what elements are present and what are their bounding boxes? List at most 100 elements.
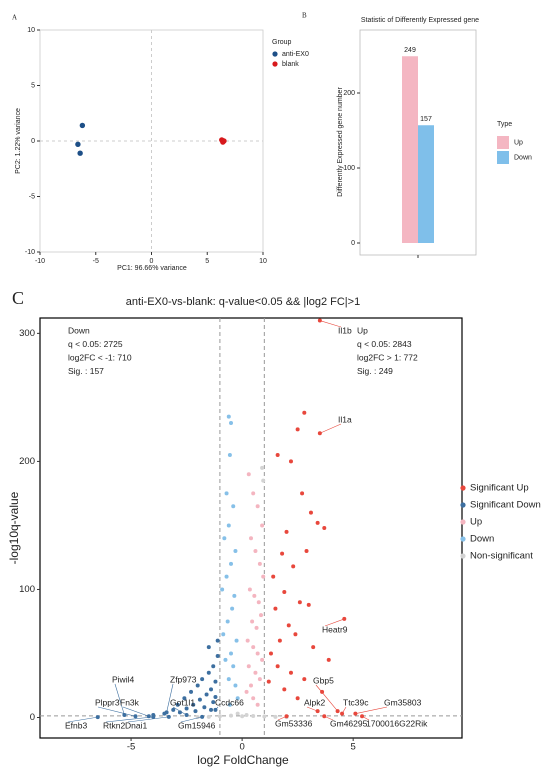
point (227, 702, 232, 707)
point (282, 687, 287, 692)
point (221, 138, 227, 144)
point (184, 706, 189, 711)
legend-label: anti-EX0 (282, 51, 309, 58)
point (261, 478, 266, 483)
legend-swatch (497, 151, 509, 164)
gene-label: Heatr9 (322, 624, 348, 634)
panel-label: C (12, 288, 24, 308)
point (235, 696, 240, 701)
point (189, 689, 194, 694)
point (284, 714, 289, 719)
point (251, 491, 256, 496)
x-tick-label: 0 (150, 258, 154, 265)
legend-swatch (497, 136, 509, 149)
legend-swatch (460, 485, 466, 491)
point (213, 707, 218, 712)
gene-label: Gm53336 (275, 718, 313, 728)
point (302, 677, 307, 682)
value-label: 249 (404, 47, 416, 54)
legend-title: Group (272, 39, 292, 46)
panel: A -10 -5 0 5 10 -10 -5 0 5 10 PC1: 96.66% variance P… (12, 14, 309, 272)
x-tick-label: -5 (127, 742, 135, 753)
y-tick-label: 200 (19, 456, 35, 467)
point (166, 714, 171, 719)
point (260, 523, 265, 528)
y-axis-label: PC2: 1.22% variance (15, 108, 22, 174)
annotation: q < 0.05: 2725 (68, 339, 123, 349)
point (233, 683, 238, 688)
gene-label: Il1b (338, 325, 352, 335)
legend-label: Significant Up (470, 483, 529, 494)
point (79, 122, 86, 129)
y-tick-label: 10 (27, 27, 35, 34)
gene-label: Plppr3 (95, 697, 120, 707)
gene-label: Piwil4 (112, 674, 134, 684)
point (258, 613, 263, 618)
y-axis-label: -log10q-value (7, 491, 21, 564)
point (306, 602, 311, 607)
point (240, 714, 245, 719)
point (262, 714, 267, 719)
point (260, 657, 265, 662)
y-tick-label: 0 (31, 138, 35, 145)
point (322, 526, 327, 530)
y-tick-label: -10 (25, 249, 35, 256)
panel-label: B (302, 12, 307, 20)
point (209, 707, 214, 712)
gene-label: Gm35803 (384, 697, 422, 707)
gene-label: Rtkn2 (103, 720, 125, 730)
point (224, 491, 229, 496)
point (288, 459, 293, 464)
point (209, 687, 214, 692)
point (255, 651, 260, 656)
point (275, 453, 280, 458)
point (340, 711, 345, 716)
point (226, 523, 231, 528)
point (261, 574, 266, 579)
point (202, 705, 207, 710)
point (326, 657, 331, 662)
point (254, 625, 259, 630)
point (253, 549, 258, 554)
gene-label: Ccdc66 (215, 697, 244, 707)
label-leader (315, 684, 338, 712)
point (300, 491, 305, 496)
gene-label: Alpk2 (304, 697, 326, 707)
label-leader (319, 423, 342, 434)
label-leader (67, 716, 98, 723)
point (220, 587, 225, 592)
y-tick-label: 100 (19, 584, 35, 595)
point (251, 645, 256, 650)
y-tick-label: 5 (31, 82, 35, 89)
point (223, 657, 228, 662)
point (353, 711, 358, 716)
point (282, 590, 287, 595)
point (260, 465, 265, 470)
y-tick-label: 100 (343, 165, 355, 172)
y-tick-label: 300 (19, 328, 35, 339)
point (244, 712, 249, 717)
x-tick-label: 0 (239, 742, 244, 753)
point (226, 677, 231, 682)
point (229, 421, 234, 425)
point (195, 683, 200, 688)
point (133, 714, 138, 719)
legend-label: Up (514, 139, 523, 146)
gene-label: Ttc39c (343, 697, 369, 707)
label-leader (180, 716, 203, 723)
point (211, 664, 216, 669)
point (75, 141, 81, 148)
point (295, 696, 300, 701)
point (295, 427, 300, 432)
point (304, 549, 309, 554)
gene-label: Zfp973 (170, 674, 197, 684)
point (221, 632, 226, 637)
point (213, 695, 218, 700)
gene-label: Fn3k (120, 697, 140, 707)
annotation: Up (357, 325, 368, 335)
point (288, 670, 293, 675)
point (273, 714, 278, 719)
point (322, 714, 327, 719)
label-leader (105, 716, 154, 723)
